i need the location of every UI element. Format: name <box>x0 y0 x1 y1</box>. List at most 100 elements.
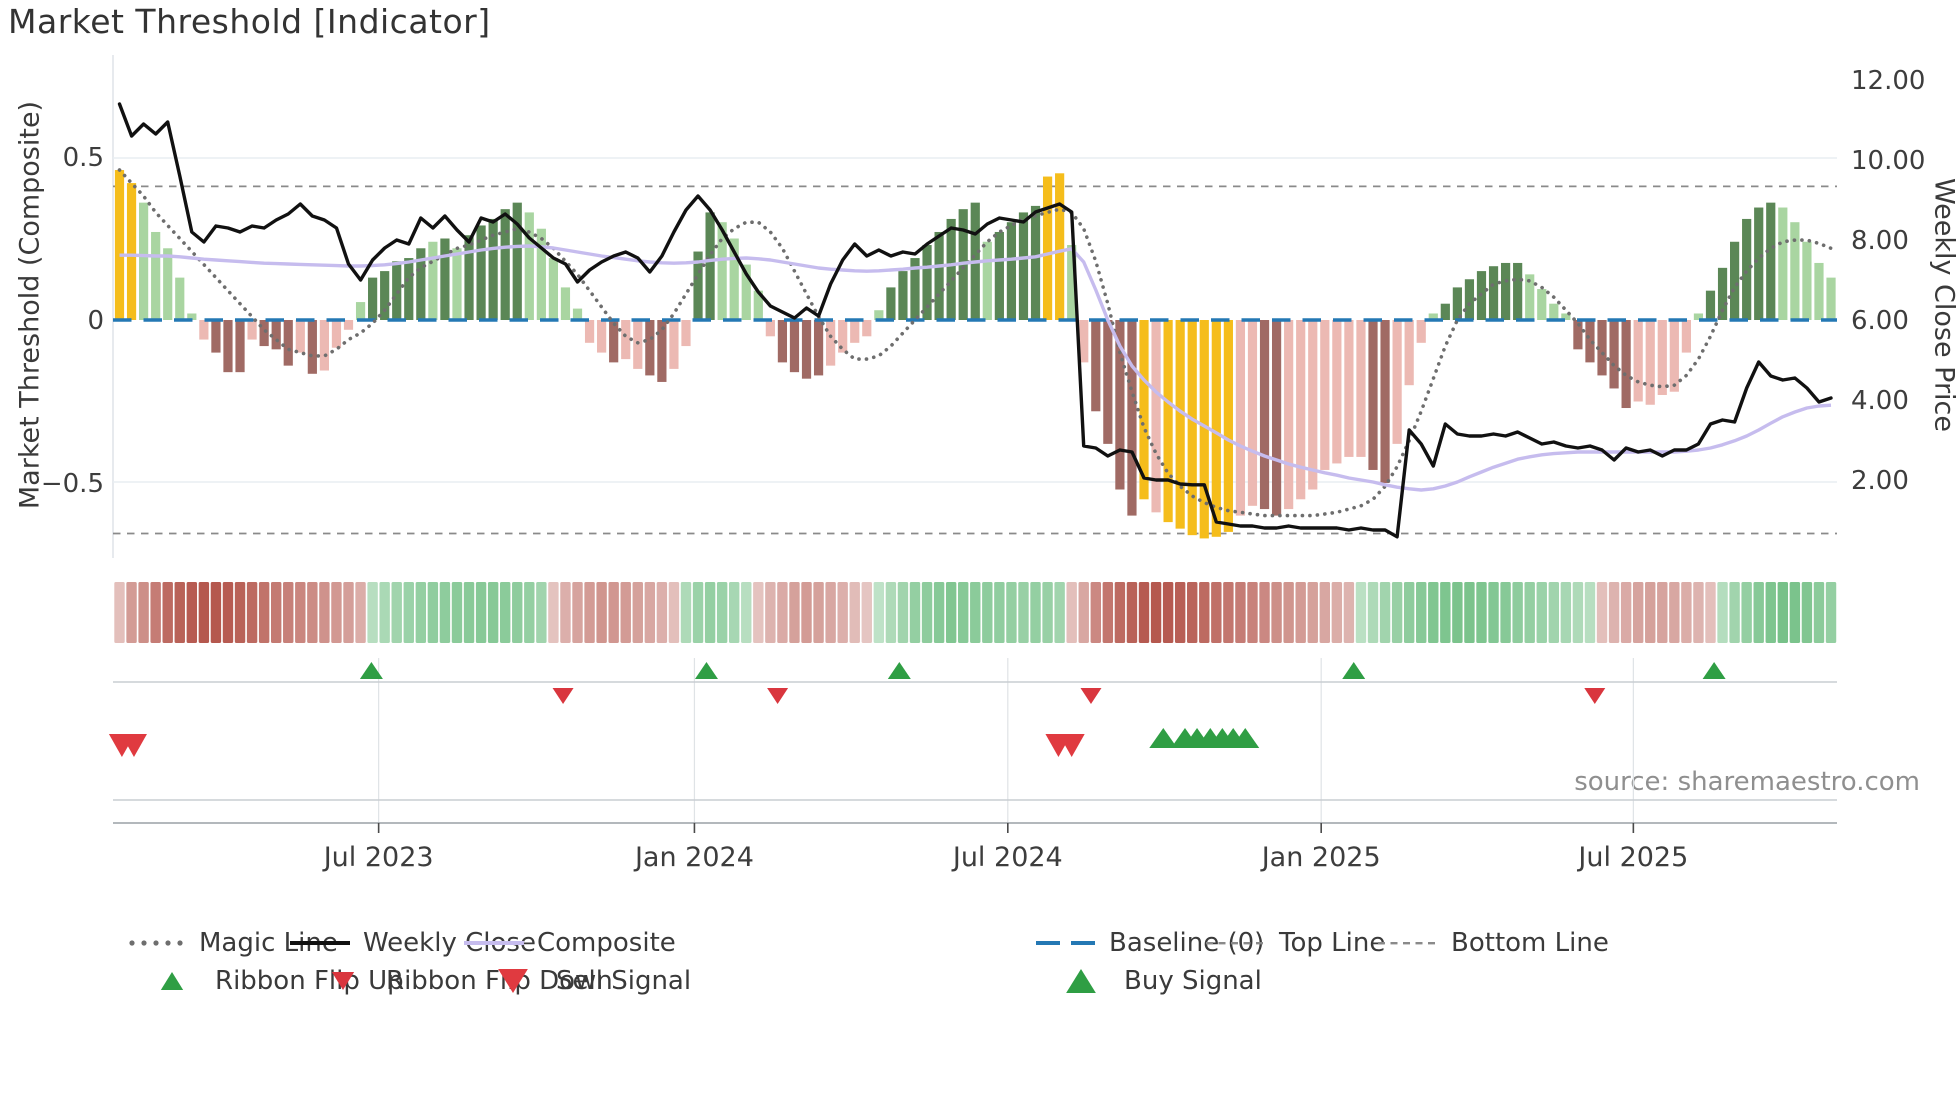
histogram-bar <box>560 287 571 320</box>
histogram-bar <box>1018 212 1029 320</box>
histogram-bar <box>416 248 426 320</box>
bottom-line-swatch <box>1378 942 1435 945</box>
legend-item-sell-signal: Sell Signal <box>483 964 691 998</box>
ribbon-cell <box>861 582 872 643</box>
ribbon-cell <box>1138 582 1150 643</box>
ribbon-flip-down-marker <box>1080 688 1102 704</box>
ribbon-cell <box>789 582 800 643</box>
ribbon-cell <box>1753 582 1764 643</box>
histogram-bar <box>1368 320 1378 470</box>
histogram-bar <box>536 228 546 320</box>
legend-item-baseline: Baseline (0) <box>1036 926 1264 960</box>
histogram-bar <box>1513 262 1523 320</box>
ribbon-cell <box>307 582 318 643</box>
histogram-bar <box>1609 320 1619 389</box>
ribbon-cell <box>704 582 716 643</box>
ribbon-cell <box>331 582 342 643</box>
ribbon-cell <box>1741 582 1752 643</box>
histogram-bar <box>307 320 317 374</box>
ribbon-flip-down-marker <box>552 688 574 704</box>
ribbon-cell <box>1150 582 1162 643</box>
sell-signal-marker <box>1058 734 1085 757</box>
histogram-bar <box>765 320 775 337</box>
histogram-bar <box>187 313 197 320</box>
ribbon-cell <box>1199 582 1210 643</box>
ribbon-cell <box>186 582 198 643</box>
histogram-bar <box>910 258 920 320</box>
ribbon-cell <box>114 582 125 643</box>
histogram-bar <box>1320 320 1330 470</box>
legend-label-buy-signal: Buy Signal <box>1124 966 1262 996</box>
ribbon-cell <box>475 582 487 643</box>
right-tick-label: 12.00 <box>1851 66 1925 96</box>
ribbon-cell <box>1018 582 1029 643</box>
legend-item-bottom-line: Bottom Line <box>1378 926 1609 960</box>
histogram-bar <box>319 320 330 371</box>
ribbon-cell <box>753 582 764 643</box>
buy-signal-marker <box>1231 728 1260 748</box>
histogram-bar <box>789 320 800 373</box>
ribbon-cell <box>258 582 270 643</box>
histogram-bar <box>223 320 233 373</box>
histogram-bar <box>584 320 595 343</box>
ribbon-cell <box>1813 582 1825 643</box>
histogram-bar <box>982 241 992 320</box>
histogram-bar <box>1790 222 1800 320</box>
histogram-bar <box>440 238 450 320</box>
ribbon-cell <box>945 582 957 643</box>
ribbon-cell <box>1801 582 1813 643</box>
right-tick-label: 6.00 <box>1851 306 1909 336</box>
histogram-bar <box>1163 320 1173 523</box>
histogram-bar <box>705 212 715 320</box>
ribbon-cell <box>367 582 378 643</box>
ribbon-cell <box>1620 582 1632 643</box>
histogram-bar <box>1633 320 1643 402</box>
histogram-bar <box>1416 320 1426 343</box>
ribbon-cell <box>1645 582 1656 643</box>
ribbon-cell <box>1283 582 1294 643</box>
ribbon-cell <box>415 582 427 643</box>
ribbon-cell <box>1126 582 1138 643</box>
ribbon-cell <box>1102 582 1114 643</box>
right-tick-label: 2.00 <box>1851 466 1909 496</box>
ribbon-cell <box>765 582 776 643</box>
baseline-swatch <box>1036 941 1095 945</box>
ribbon-cell <box>596 582 607 643</box>
weekly-close-line <box>117 102 1833 539</box>
histogram-bar <box>247 320 257 340</box>
ribbon-cell <box>1174 582 1186 643</box>
top-line-swatch <box>1206 942 1263 945</box>
histogram-bar <box>548 258 559 320</box>
ribbon-cell <box>1464 582 1475 643</box>
histogram-bar <box>175 277 185 320</box>
ribbon-cell <box>873 582 885 643</box>
ribbon-cell <box>1608 582 1620 643</box>
ribbon-flip-up-marker <box>887 662 911 679</box>
ribbon-cell <box>608 582 619 643</box>
right-tick-label: 8.00 <box>1851 226 1909 256</box>
histogram-bar <box>1139 320 1149 500</box>
histogram-bar <box>151 231 161 320</box>
histogram-bar <box>1187 320 1197 536</box>
histogram-bar <box>1488 266 1499 320</box>
ribbon-cell <box>1078 582 1089 643</box>
histogram-bar <box>934 231 944 320</box>
ribbon-cell <box>512 582 523 643</box>
magic-line-swatch <box>129 940 183 946</box>
ribbon-cell <box>126 582 137 643</box>
ribbon-cell <box>1596 582 1608 643</box>
histogram-bar <box>777 320 788 363</box>
histogram-bar <box>1440 303 1450 320</box>
legend-label-ribbon-flip-down: Ribbon Flip Down <box>386 966 613 996</box>
legend-label-bottom-line: Bottom Line <box>1451 928 1609 958</box>
histogram-bar <box>1669 320 1679 392</box>
histogram-bar <box>1356 320 1366 457</box>
ribbon-cell <box>620 582 631 643</box>
ribbon-cell <box>1066 582 1077 643</box>
ribbon-flip-up-swatch <box>160 972 184 990</box>
ribbon-cell <box>1681 582 1692 643</box>
histogram-bar <box>1597 320 1607 376</box>
histogram-bar <box>1308 320 1318 490</box>
